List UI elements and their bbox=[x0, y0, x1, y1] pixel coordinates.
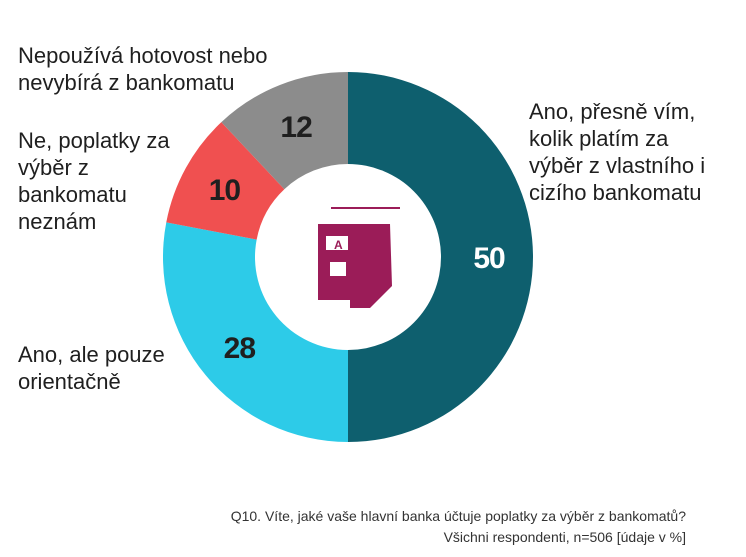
footnote-question: Q10. Víte, jaké vaše hlavní banka účtuje… bbox=[230, 508, 686, 524]
atm-icon: A bbox=[318, 207, 400, 308]
svg-text:A: A bbox=[334, 238, 343, 252]
label-slice-2: Ne, poplatky za výběr z bankomatu neznám bbox=[18, 128, 170, 234]
value-label-2: 10 bbox=[209, 174, 241, 207]
donut-slice-0 bbox=[348, 72, 533, 442]
value-label-0: 50 bbox=[473, 242, 505, 275]
label-slice-1: Ano, ale pouze orientačně bbox=[18, 342, 165, 394]
donut-slice-3 bbox=[221, 72, 348, 190]
value-label-3: 12 bbox=[280, 111, 312, 144]
label-slice-3: Nepoužívá hotovost nebo nevybírá z banko… bbox=[18, 43, 268, 95]
donut-slice-1 bbox=[163, 222, 348, 442]
label-slice-0: Ano, přesně vím, kolik platím za výběr z… bbox=[529, 99, 706, 205]
footnote-sample: Všichni respondenti, n=506 [údaje v %] bbox=[443, 529, 686, 545]
donut-slice-2 bbox=[166, 122, 285, 240]
value-label-1: 28 bbox=[224, 332, 256, 365]
